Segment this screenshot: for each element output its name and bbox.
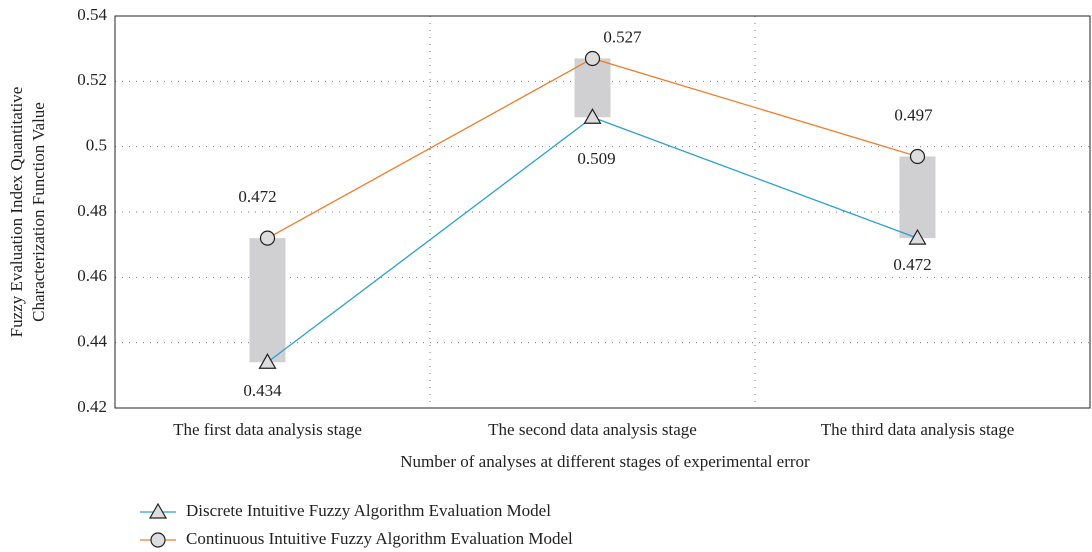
range-bar bbox=[899, 156, 936, 239]
y-axis-label: Fuzzy Evaluation Index Quantitative bbox=[7, 87, 26, 338]
plot-frame bbox=[114, 15, 1091, 409]
legend-marker bbox=[148, 502, 168, 519]
y-tick-label: 0.44 bbox=[77, 332, 107, 351]
x-tick-label: The second data analysis stage bbox=[488, 420, 697, 439]
y-tick-label: 0.52 bbox=[77, 70, 107, 89]
point-marker bbox=[259, 230, 276, 246]
legend-marker bbox=[150, 532, 166, 548]
data-label: 0.434 bbox=[243, 381, 282, 400]
point-marker bbox=[908, 228, 927, 245]
point-marker bbox=[909, 148, 926, 165]
point-marker bbox=[584, 50, 601, 67]
data-label: 0.497 bbox=[894, 105, 933, 124]
x-tick-label: The first data analysis stage bbox=[173, 420, 362, 439]
data-label: 0.472 bbox=[238, 187, 276, 206]
range-bar bbox=[574, 58, 611, 118]
y-tick-label: 0.5 bbox=[86, 136, 107, 155]
range-bar bbox=[249, 238, 286, 363]
legend-label: Discrete Intuitive Fuzzy Algorithm Evalu… bbox=[186, 501, 551, 520]
y-axis-label: Characterization Function Value bbox=[29, 102, 48, 322]
point-marker bbox=[583, 108, 602, 124]
data-label: 0.509 bbox=[577, 149, 615, 168]
data-label: 0.472 bbox=[893, 255, 931, 274]
x-tick-label: The third data analysis stage bbox=[821, 420, 1015, 439]
point-marker bbox=[258, 353, 277, 369]
y-tick-label: 0.54 bbox=[77, 5, 107, 24]
y-tick-label: 0.48 bbox=[77, 201, 107, 220]
x-axis-label: Number of analyses at different stages o… bbox=[400, 452, 810, 471]
y-tick-label: 0.46 bbox=[77, 266, 107, 285]
y-tick-label: 0.42 bbox=[77, 397, 107, 416]
data-label: 0.527 bbox=[603, 27, 642, 46]
legend-label: Continuous Intuitive Fuzzy Algorithm Eva… bbox=[186, 529, 573, 548]
